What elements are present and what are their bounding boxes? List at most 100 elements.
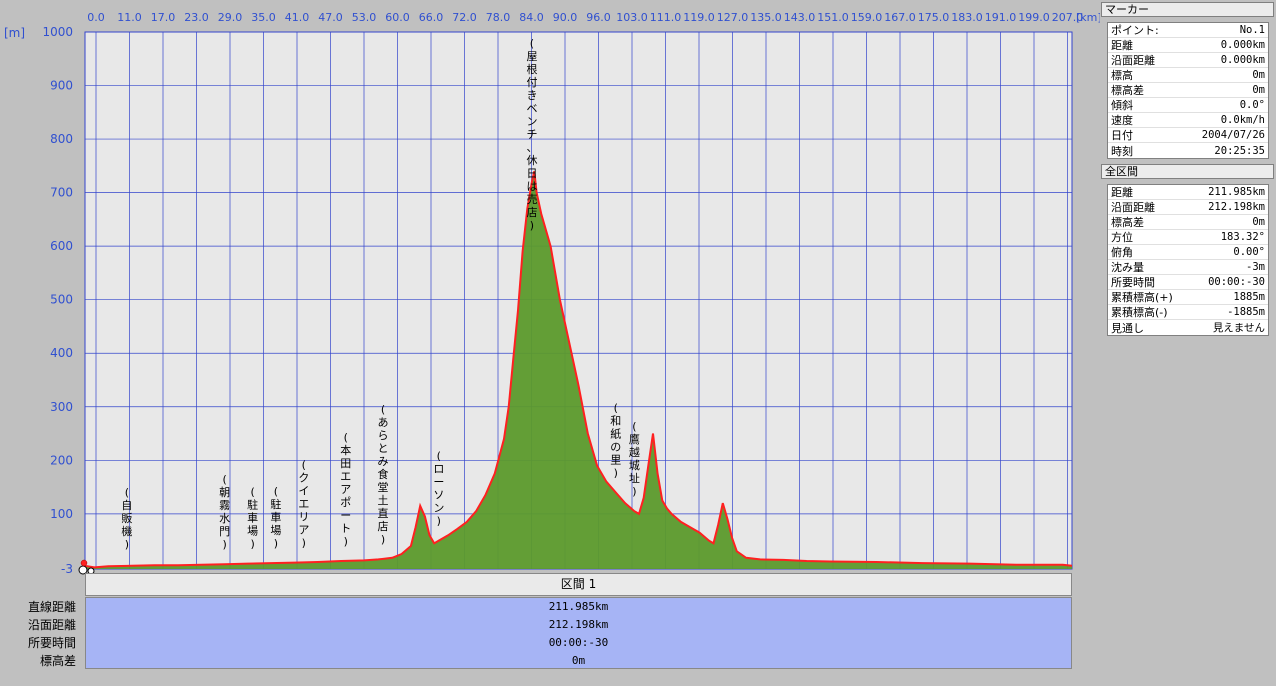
- panel-row: 沿面距離 0.000km: [1108, 53, 1268, 68]
- x-tick-label: 84.0: [519, 11, 544, 24]
- x-tick-label: 41.0: [285, 11, 310, 24]
- panel-row-value: -1885m: [1227, 306, 1265, 318]
- marker-panel: ポイント: No.1 距離 0.000km 沿面距離 0.000km 標高 0m 標高差 0m 傾斜…: [1107, 22, 1269, 159]
- y-tick-label: 600: [50, 239, 73, 253]
- panel-row-value: 見えません: [1212, 322, 1265, 334]
- panel-row: 標高差 0m: [1108, 83, 1268, 98]
- annotation-label: (鷹越城址): [629, 420, 640, 498]
- panel-row-label: 方位: [1111, 231, 1133, 244]
- panel-row: 俯角 0.00°: [1108, 245, 1268, 260]
- panel-row: 距離 0.000km: [1108, 38, 1268, 53]
- x-tick-label: 11.0: [117, 11, 142, 24]
- x-tick-label: 119.0: [683, 11, 715, 24]
- y-tick-labels: 1000 900 800 700 600 500 400 300 200 100 -3: [42, 25, 73, 576]
- panel-row-value: 183.32°: [1220, 231, 1265, 243]
- panel-row: 速度 0.0km/h: [1108, 113, 1268, 128]
- annotation-label: (駐車場): [270, 485, 281, 550]
- y-tick-label: 300: [50, 400, 73, 414]
- marker-panel-title: マーカー: [1101, 2, 1274, 17]
- y-tick-label: 500: [50, 293, 73, 307]
- total-panel: 距離 211.985km 沿面距離 212.198km 標高差 0m 方位 183.32° 俯角…: [1107, 184, 1269, 336]
- annotation-label: (屋根付きベンチ、休日は売店): [526, 37, 537, 232]
- panel-row-label: 時刻: [1111, 144, 1133, 158]
- panel-row-label: 距離: [1111, 39, 1133, 52]
- panel-row: 距離 211.985km: [1108, 185, 1268, 200]
- section-row-value: 0m: [571, 654, 586, 667]
- x-tick-label: 103.0: [616, 11, 648, 24]
- panel-row-label: 俯角: [1111, 246, 1133, 259]
- elevation-fill: [85, 171, 1072, 569]
- x-tick-label: 191.0: [985, 11, 1017, 24]
- panel-row-value: 211.985km: [1208, 186, 1265, 198]
- annotation-label: (駐車場): [247, 486, 258, 551]
- y-tick-label: -3: [61, 562, 73, 576]
- x-tick-label: 199.0: [1018, 11, 1050, 24]
- panel-row-value: 0m: [1252, 84, 1265, 96]
- panel-row: 標高 0m: [1108, 68, 1268, 83]
- panel-row-value: 212.198km: [1208, 201, 1265, 213]
- panel-row-label: 累積標高(+): [1111, 291, 1173, 304]
- y-tick-label: 400: [50, 346, 73, 360]
- section-values: 211.985km 212.198km 00:00:-30 0m: [85, 597, 1072, 669]
- x-tick-label: 207.0: [1052, 11, 1084, 24]
- panel-row-label: 累積標高(-): [1111, 306, 1168, 319]
- x-tick-label: 0.0: [87, 11, 105, 24]
- panel-row: 傾斜 0.0°: [1108, 98, 1268, 113]
- x-tick-label: 90.0: [553, 11, 578, 24]
- panel-row-label: 所要時間: [1111, 276, 1155, 289]
- x-tick-label: 151.0: [817, 11, 849, 24]
- x-tick-label: 53.0: [352, 11, 377, 24]
- panel-row: 日付 2004/07/26: [1108, 128, 1268, 143]
- panel-row-value: 0.0°: [1239, 99, 1265, 111]
- x-tick-label: 167.0: [884, 11, 916, 24]
- panel-row: 方位 183.32°: [1108, 230, 1268, 245]
- panel-row-label: 傾斜: [1111, 99, 1133, 112]
- panel-row-label: 距離: [1111, 186, 1133, 199]
- panel-row: ポイント: No.1: [1108, 23, 1268, 38]
- panel-row: 所要時間 00:00:-30: [1108, 275, 1268, 290]
- x-tick-label: 127.0: [717, 11, 749, 24]
- y-tick-label: 900: [50, 79, 73, 93]
- x-tick-label: 183.0: [951, 11, 983, 24]
- panel-row: 時刻 20:25:35: [1108, 143, 1268, 158]
- panel-row-label: 標高差: [1111, 84, 1144, 97]
- x-tick-label: 72.0: [452, 11, 477, 24]
- section-row-label: 直線距離: [27, 600, 76, 614]
- panel-row-value: 00:00:-30: [1208, 276, 1265, 288]
- y-tick-label: 800: [50, 132, 73, 146]
- x-tick-label: 111.0: [650, 11, 682, 24]
- x-tick-label: 159.0: [851, 11, 883, 24]
- panel-row-value: 2004/07/26: [1201, 129, 1265, 141]
- panel-row-label: 見通し: [1111, 321, 1144, 335]
- elevation-area: [85, 171, 1072, 569]
- panel-row-value: 1885m: [1233, 291, 1265, 303]
- panel-row-label: 標高差: [1111, 216, 1144, 229]
- x-tick-label: 78.0: [486, 11, 511, 24]
- x-tick-label: 96.0: [586, 11, 611, 24]
- x-tick-label: 35.0: [251, 11, 276, 24]
- panel-row-label: 沿面距離: [1111, 54, 1155, 67]
- x-tick-label: 29.0: [218, 11, 243, 24]
- elevation-line: [84, 170, 1073, 569]
- annotation-label: (ローソン): [433, 450, 444, 528]
- panel-row-label: 標高: [1111, 69, 1133, 82]
- section-header[interactable]: 区間 1: [85, 573, 1072, 596]
- annotation-label: (本田エアポート): [340, 431, 351, 548]
- annotation-label: (和紙の里): [610, 401, 621, 479]
- panel-row-label: 沈み量: [1111, 261, 1144, 274]
- annotations: (自販機) (朝霧水門) (駐車場) (駐車場) (クイエリア) (本田エアポート) (あら…: [121, 37, 639, 551]
- panel-row: 累積標高(-) -1885m: [1108, 305, 1268, 320]
- panel-row-value: 20:25:35: [1214, 144, 1265, 157]
- section-row-label: 標高差: [39, 654, 76, 668]
- panel-row-label: ポイント:: [1111, 24, 1159, 37]
- current-point-marker[interactable]: [80, 559, 88, 567]
- x-tick-label: 175.0: [918, 11, 950, 24]
- x-tick-labels: 0.0 11.0 17.0 23.0 29.0 35.0 41.0 47.0 53.0 60.0 6…: [87, 11, 1083, 24]
- x-tick-label: 17.0: [151, 11, 176, 24]
- x-unit-label: [km]: [1076, 11, 1100, 24]
- x-tick-label: 60.0: [385, 11, 410, 24]
- section-row-label: 所要時間: [27, 636, 76, 650]
- panel-row-value: 0m: [1252, 69, 1265, 81]
- panel-row: 見通し 見えません: [1108, 320, 1268, 335]
- panel-row: 累積標高(+) 1885m: [1108, 290, 1268, 305]
